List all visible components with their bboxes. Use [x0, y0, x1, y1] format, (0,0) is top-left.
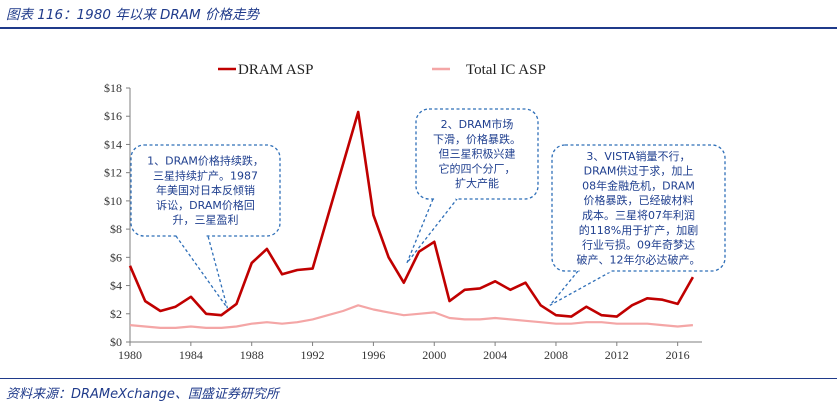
x-tick-label: 2012 — [605, 348, 629, 362]
callout-text-line: 三星持续扩产。1987 — [153, 168, 258, 182]
legend-item-dram-asp: DRAM ASP — [218, 62, 313, 78]
x-tick-label: 1980 — [118, 348, 142, 362]
legend-label: Total IC ASP — [466, 62, 546, 78]
callout-text-line: 行业亏损。09年奇梦达 — [582, 238, 695, 252]
figure-source: 资料来源：DRAMeXchange、国盛证券研究所 — [6, 387, 279, 402]
chart-series — [128, 110, 695, 329]
y-tick-label: $0 — [110, 335, 122, 349]
annotation-callout-3: 3、VISTA销量不行，DRAM供过于求，加上08年金融危机，DRAM价格暴跌，… — [549, 144, 726, 306]
x-tick-label: 1992 — [301, 348, 325, 362]
callout-text-line: 1、DRAM价格持续跌， — [147, 154, 264, 168]
callout-text-line: 但三星积极兴建 — [439, 147, 516, 161]
figure-title: 图表 116：1980 年以来 DRAM 价格走势 — [6, 7, 259, 23]
callout-text-line: 成本。三星将07年利润 — [582, 208, 695, 222]
callout-text-line: 年美国对日本反倾销 — [156, 183, 255, 197]
y-tick-label: $18 — [104, 81, 122, 95]
callout-text-line: 扩大产能 — [455, 176, 499, 190]
source-rule — [0, 378, 837, 379]
x-tick-label: 1988 — [240, 348, 264, 362]
callout-text-line: DRAM供过于求，加上 — [584, 164, 694, 178]
callout-pointer — [406, 198, 458, 264]
chart-annotations: 1、DRAM价格持续跌，三星持续扩产。1987年美国对日本反倾销诉讼，DRAM价… — [130, 108, 726, 309]
callout-text-line: 价格暴跌，已经破材料 — [584, 193, 694, 207]
callout-text-line: 08年金融危机，DRAM — [582, 178, 695, 192]
chart-legend: DRAM ASP Total IC ASP — [218, 62, 546, 78]
callout-pointer — [175, 235, 229, 309]
y-tick-label: $4 — [110, 279, 122, 293]
y-tick-label: $14 — [104, 137, 122, 151]
y-tick-label: $12 — [104, 166, 122, 180]
callout-pointer — [549, 270, 613, 306]
callout-text-line: 的118%用于扩产，加剧 — [579, 223, 698, 237]
callout-text-line: 破产、12年尔必达破产。 — [577, 252, 701, 266]
x-tick-label: 1996 — [361, 348, 385, 362]
callout-text-line: 3、VISTA销量不行， — [586, 149, 690, 163]
callout-text-line: 升，三星盈利 — [173, 214, 239, 227]
x-tick-label: 2008 — [544, 348, 568, 362]
y-tick-label: $10 — [104, 194, 122, 208]
callout-box — [551, 144, 726, 272]
title-rule — [0, 27, 837, 29]
x-tick-label: 1984 — [179, 348, 203, 362]
y-tick-label: $6 — [110, 250, 122, 264]
legend-label: DRAM ASP — [238, 62, 313, 78]
legend-item-total-ic-asp: Total IC ASP — [432, 62, 546, 78]
callout-box — [130, 144, 281, 237]
x-tick-label: 2004 — [483, 348, 507, 362]
chart-axes: $0 $2 $4 $6 $8 $10 $12 $14 $16 $18 1980 1984 1988 199… — [104, 81, 702, 362]
x-tick-label: 2016 — [666, 348, 690, 362]
callout-text-line: 2、DRAM市场 — [441, 117, 514, 131]
y-tick-label: $16 — [104, 109, 122, 123]
y-tick-label: $8 — [110, 222, 122, 236]
callout-box — [415, 108, 539, 200]
callout-text-line: 它的四个分厂， — [439, 161, 516, 175]
annotation-callout-1: 1、DRAM价格持续跌，三星持续扩产。1987年美国对日本反倾销诉讼，DRAM价… — [130, 144, 281, 309]
series-total-ic-asp-line — [129, 304, 694, 329]
series-dram-asp-line — [128, 110, 695, 318]
y-tick-label: $2 — [110, 307, 122, 321]
callout-text-line: 下滑，价格暴跌。 — [433, 132, 521, 146]
x-tick-label: 2000 — [422, 348, 446, 362]
callout-text-line: 诉讼，DRAM价格回 — [156, 198, 255, 212]
